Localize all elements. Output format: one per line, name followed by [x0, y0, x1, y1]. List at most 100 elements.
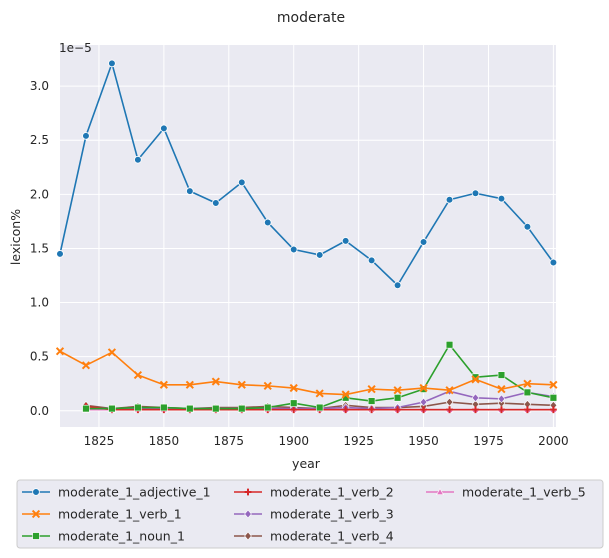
data-point [498, 406, 505, 414]
data-point [341, 237, 350, 245]
data-point [185, 380, 194, 389]
y-tick-label: 0.5 [30, 350, 49, 364]
legend-label: moderate_1_verb_4 [270, 529, 394, 544]
x-tick-label: 1925 [343, 434, 374, 448]
data-point [549, 380, 558, 389]
x-tick-label: 1900 [278, 434, 309, 448]
data-point [367, 256, 376, 265]
data-point [341, 390, 350, 399]
data-point [446, 406, 453, 414]
y-tick-label: 2.0 [30, 187, 49, 201]
data-point [524, 406, 531, 414]
data-point [523, 379, 532, 388]
data-point [315, 389, 324, 398]
y-tick-label: 0.0 [30, 404, 49, 418]
y-tick-label: 2.5 [30, 133, 49, 147]
plot-area [60, 45, 556, 427]
data-point [315, 251, 324, 259]
data-point [549, 258, 558, 267]
data-point [290, 406, 298, 414]
data-point [472, 406, 479, 414]
legend-item: moderate_1_verb_2 [234, 485, 394, 500]
data-point [549, 394, 558, 402]
data-point [56, 250, 64, 258]
legend-label: moderate_1_adjective_1 [58, 485, 211, 500]
chart-title: moderate [277, 10, 345, 26]
data-point [211, 377, 220, 386]
x-axis-label: year [292, 456, 321, 471]
data-point [160, 403, 168, 412]
x-tick-label: 1975 [473, 434, 504, 448]
data-point [133, 370, 143, 380]
series-moderate_1_adjective_1 [56, 59, 558, 290]
data-point [367, 385, 376, 394]
y-axis-label: lexicon% [8, 209, 23, 265]
data-point [471, 393, 480, 403]
data-point [445, 386, 454, 395]
legend-swatch-marker [32, 488, 40, 496]
data-point [107, 348, 117, 357]
legend-item: moderate_1_noun_1 [22, 529, 185, 544]
legend-label: moderate_1_verb_3 [270, 507, 394, 522]
data-point [108, 59, 116, 68]
legend-swatch-marker [244, 531, 252, 541]
legend-item: moderate_1_verb_4 [234, 529, 394, 544]
data-point [523, 388, 532, 397]
data-point [368, 406, 376, 414]
data-point [237, 380, 246, 389]
data-point [342, 406, 350, 414]
data-point [471, 375, 480, 384]
data-point [393, 386, 402, 395]
data-point [394, 406, 401, 414]
y-tick-label: 3.0 [30, 79, 49, 93]
series-line [59, 350, 554, 396]
axis-ticks: 1825 1850 1875 1900 1925 1950 1975 2000 0.0 0.5 1.… [30, 79, 569, 448]
data-point [290, 399, 298, 407]
x-tick-label: 2000 [538, 434, 569, 448]
data-point [186, 404, 194, 413]
data-point [445, 341, 454, 349]
y-tick-label: 1.0 [30, 296, 49, 310]
legend-swatch-marker [244, 488, 252, 496]
legend: moderate_1_adjective_1moderate_1_verb_1m… [16, 479, 604, 549]
data-point [419, 383, 428, 393]
data-point [315, 403, 324, 412]
data-point [550, 406, 557, 414]
data-point [445, 397, 454, 407]
series-moderate_1_verb_1 [55, 347, 558, 399]
data-point [134, 155, 142, 164]
legend-swatch-marker [32, 532, 40, 540]
legend-label: moderate_1_verb_5 [462, 485, 586, 500]
data-point [134, 403, 142, 412]
legend-item: moderate_1_verb_1 [22, 507, 182, 522]
x-tick-label: 1850 [149, 434, 180, 448]
legend-swatch-marker [31, 509, 41, 519]
x-tick-label: 1950 [408, 434, 439, 448]
y-tick-label: 1.5 [30, 241, 49, 255]
data-point [419, 238, 428, 246]
data-point [497, 394, 506, 404]
data-point [264, 403, 272, 412]
data-point [367, 397, 376, 405]
legend-item: moderate_1_adjective_1 [22, 485, 211, 500]
data-point [82, 404, 90, 413]
data-point [497, 371, 506, 379]
data-point [420, 406, 427, 414]
data-point [289, 245, 298, 254]
series-moderate_1_noun_1 [82, 341, 558, 413]
legend-item: moderate_1_verb_5 [426, 485, 586, 500]
legend-item: moderate_1_verb_3 [234, 507, 394, 522]
data-point [159, 380, 168, 389]
y-axis-scale-label: 1e−5 [59, 41, 92, 55]
legend-swatch-marker [436, 487, 444, 496]
data-point [393, 394, 402, 402]
series-layer [55, 59, 558, 414]
data-point [445, 195, 454, 204]
data-point [419, 397, 428, 407]
legend-label: moderate_1_verb_1 [58, 507, 182, 522]
series-line [59, 62, 555, 287]
data-point [82, 132, 90, 140]
data-point [263, 218, 272, 227]
data-point [55, 347, 65, 356]
